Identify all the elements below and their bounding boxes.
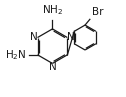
Text: N: N — [30, 32, 38, 42]
Text: N: N — [67, 32, 75, 42]
Text: H$_2$N: H$_2$N — [5, 48, 26, 62]
Text: Br: Br — [92, 7, 103, 17]
Text: N: N — [49, 62, 56, 72]
Text: NH$_2$: NH$_2$ — [42, 4, 63, 17]
